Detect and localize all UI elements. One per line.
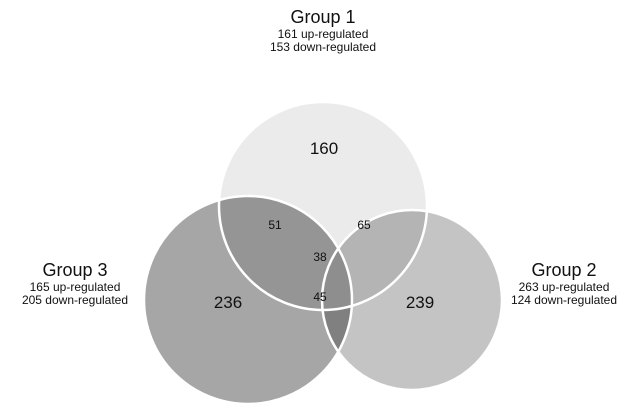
group-1-unique-count: 160 [310,139,338,158]
group-2-label: Group 2 263 up-regulated 124 down-regula… [492,260,636,308]
group-3-up-count: 165 up-regulated [29,279,121,294]
group-2-title: Group 2 [531,260,597,280]
group-1-label: Group 1 161 up-regulated 153 down-regula… [238,7,408,55]
group-2-up-count: 263 up-regulated [518,279,610,294]
group-3-unique-count: 236 [214,293,242,312]
group1-group2-count: 65 [357,218,371,232]
group-1-down-count: 153 down-regulated [269,40,377,55]
group-2-unique-count: 239 [406,293,434,312]
group-1-up-count: 161 up-regulated [277,26,369,41]
group-3-down-count: 205 down-regulated [21,293,129,308]
group-3-title: Group 3 [42,260,108,280]
group-2-down-count: 124 down-regulated [510,293,618,308]
group2-group3-count: 45 [313,290,327,304]
all-groups-count: 38 [313,250,327,264]
group1-group3-count: 51 [268,218,282,232]
circle-outlines [142,100,504,404]
group-1-title: Group 1 [290,7,356,27]
group-3-label: Group 3 165 up-regulated 205 down-regula… [0,260,150,308]
